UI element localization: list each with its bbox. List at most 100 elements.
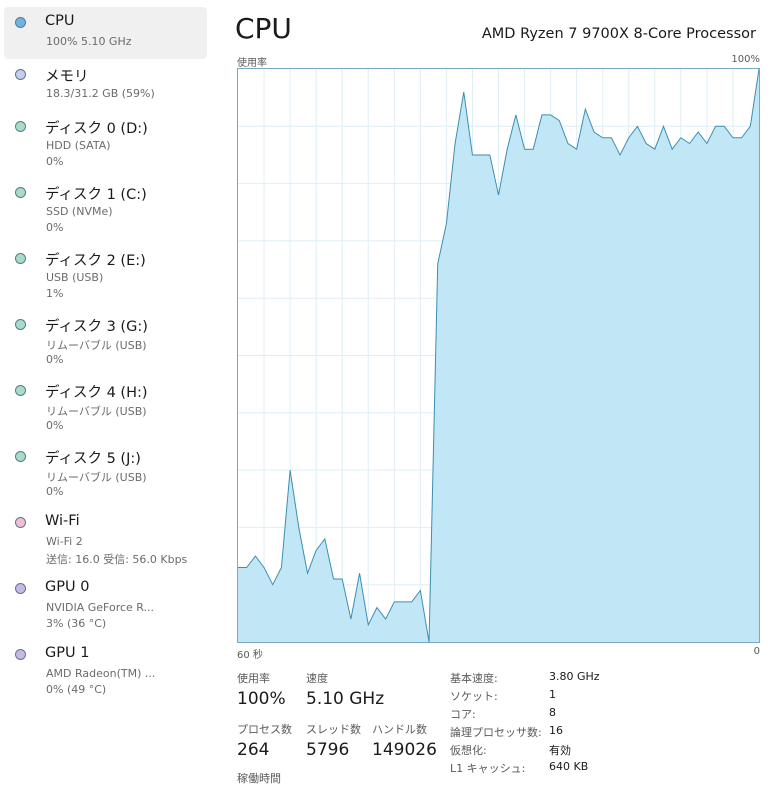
cpu-usage-point <box>324 538 326 540</box>
sidebar-item-title: ディスク 3 (G:) <box>45 319 148 335</box>
cpu-usage-point <box>515 114 517 116</box>
cpu-usage-point <box>732 137 734 139</box>
page-title: CPU <box>235 12 292 45</box>
logical-processors-label: 論理プロセッサ数: <box>450 726 542 739</box>
cpu-usage-point <box>741 137 743 139</box>
cpu-usage-point <box>654 148 656 150</box>
sidebar-item-title: CPU <box>45 13 75 29</box>
cpu-usage-point <box>550 114 552 116</box>
sidebar-item-disk-2[interactable]: ディスク 2 (E:) USB (USB) 1% <box>4 243 207 300</box>
sidebar-item-usage: 3% (36 °C) <box>46 617 107 630</box>
cpu-usage-point <box>576 148 578 150</box>
cpu-usage-point <box>558 120 560 122</box>
handle-count-label: ハンドル数 <box>372 723 427 736</box>
sidebar-item-title: GPU 0 <box>45 579 90 595</box>
cpu-usage-point <box>584 108 586 110</box>
chart-max-label: 100% <box>731 54 760 65</box>
sidebar-item-detail: リムーバブル (USB) <box>46 405 147 418</box>
speed-stat-label: 速度 <box>306 672 328 685</box>
cpu-usage-point <box>636 125 638 127</box>
sidebar-item-title: ディスク 5 (J:) <box>45 451 141 467</box>
cpu-usage-point <box>645 142 647 144</box>
disk-indicator-icon <box>15 187 26 198</box>
memory-indicator-icon <box>15 69 26 80</box>
sidebar-item-disk-1[interactable]: ディスク 1 (C:) SSD (NVMe) 0% <box>4 177 207 234</box>
sidebar-item-detail: SSD (NVMe) <box>46 205 113 218</box>
gpu-indicator-icon <box>15 583 26 594</box>
sidebar-item-detail: NVIDIA GeForce R... <box>46 601 155 614</box>
cpu-usage-point <box>350 618 352 620</box>
disk-indicator-icon <box>15 451 26 462</box>
cpu-usage-point <box>272 584 274 586</box>
sidebar-item-title: ディスク 2 (E:) <box>45 253 146 269</box>
sidebar-item-gpu-0[interactable]: GPU 0 NVIDIA GeForce R... 3% (36 °C) <box>4 573 207 630</box>
cpu-indicator-icon <box>15 17 26 28</box>
handle-count-value: 149026 <box>372 740 437 760</box>
base-speed-value: 3.80 GHz <box>549 670 600 683</box>
cpu-usage-point <box>610 137 612 139</box>
cpu-usage-point <box>593 131 595 133</box>
cpu-usage-point <box>254 555 256 557</box>
chart-time-start-label: 60 秒 <box>237 650 263 661</box>
disk-indicator-icon <box>15 253 26 264</box>
cpu-detail-panel: CPU AMD Ryzen 7 9700X 8-Core Processor 使… <box>212 0 779 785</box>
cpu-usage-chart <box>237 68 760 643</box>
cpu-usage-point <box>454 142 456 144</box>
speed-stat-value: 5.10 GHz <box>306 689 385 709</box>
wifi-indicator-icon <box>15 517 26 528</box>
process-count-value: 264 <box>237 740 270 760</box>
cpu-usage-point <box>333 578 335 580</box>
cpu-usage-point <box>402 601 404 603</box>
sidebar-item-usage: 1% <box>46 287 64 300</box>
sidebar-item-cpu[interactable]: CPU 100% 5.10 GHz <box>4 7 207 59</box>
cpu-usage-point <box>289 469 291 471</box>
cpu-usage-point <box>280 567 282 569</box>
sidebar-item-usage: 0% <box>46 155 64 168</box>
cpu-usage-point <box>541 114 543 116</box>
logical-processors-value: 16 <box>549 724 563 737</box>
cores-value: 8 <box>549 706 556 719</box>
chart-y-label: 使用率 <box>237 58 267 69</box>
thread-count-value: 5796 <box>306 740 350 760</box>
cores-label: コア: <box>450 708 476 721</box>
cpu-usage-point <box>489 154 491 156</box>
sidebar-item-usage: 0% (49 °C) <box>46 683 107 696</box>
sidebar-item-disk-3[interactable]: ディスク 3 (G:) リムーバブル (USB) 0% <box>4 309 207 366</box>
cpu-usage-point <box>723 125 725 127</box>
sidebar: CPU 100% 5.10 GHz メモリ 18.3/31.2 GB (59%)… <box>0 0 212 777</box>
sidebar-item-disk-5[interactable]: ディスク 5 (J:) リムーバブル (USB) 0% <box>4 441 207 498</box>
sidebar-item-wifi[interactable]: Wi-Fi Wi-Fi 2 送信: 16.0 受信: 56.0 Kbps <box>4 507 207 566</box>
cpu-usage-point <box>524 148 526 150</box>
sidebar-item-detail: 18.3/31.2 GB (59%) <box>46 87 155 100</box>
cpu-usage-point <box>567 142 569 144</box>
disk-indicator-icon <box>15 121 26 132</box>
l1-cache-value: 640 KB <box>549 760 589 773</box>
sidebar-item-detail: HDD (SATA) <box>46 139 111 152</box>
cpu-usage-point <box>480 154 482 156</box>
cpu-usage-point <box>662 125 664 127</box>
sidebar-item-disk-0[interactable]: ディスク 0 (D:) HDD (SATA) 0% <box>4 111 207 168</box>
cpu-usage-point <box>463 91 465 93</box>
virtualization-value: 有効 <box>549 744 571 757</box>
usage-stat-value: 100% <box>237 689 286 709</box>
sockets-value: 1 <box>549 688 556 701</box>
cpu-usage-point <box>619 154 621 156</box>
cpu-usage-point <box>359 572 361 574</box>
cpu-usage-area <box>238 69 759 642</box>
virtualization-label: 仮想化: <box>450 744 487 757</box>
sidebar-item-detail: リムーバブル (USB) <box>46 339 147 352</box>
sidebar-item-usage: 0% <box>46 419 64 432</box>
thread-count-label: スレッド数 <box>306 723 361 736</box>
cpu-usage-point <box>367 624 369 626</box>
sidebar-item-gpu-1[interactable]: GPU 1 AMD Radeon(TM) ... 0% (49 °C) <box>4 639 207 696</box>
sidebar-item-title: GPU 1 <box>45 645 90 661</box>
processor-name: AMD Ryzen 7 9700X 8-Core Processor <box>481 26 756 42</box>
sidebar-item-usage: 0% <box>46 485 64 498</box>
sidebar-item-title: ディスク 1 (C:) <box>45 187 147 203</box>
cpu-usage-point <box>749 125 751 127</box>
cpu-usage-point <box>680 137 682 139</box>
sidebar-item-usage: 0% <box>46 353 64 366</box>
sidebar-item-memory[interactable]: メモリ 18.3/31.2 GB (59%) <box>4 59 207 111</box>
cpu-usage-point <box>498 194 500 196</box>
sidebar-item-disk-4[interactable]: ディスク 4 (H:) リムーバブル (USB) 0% <box>4 375 207 432</box>
